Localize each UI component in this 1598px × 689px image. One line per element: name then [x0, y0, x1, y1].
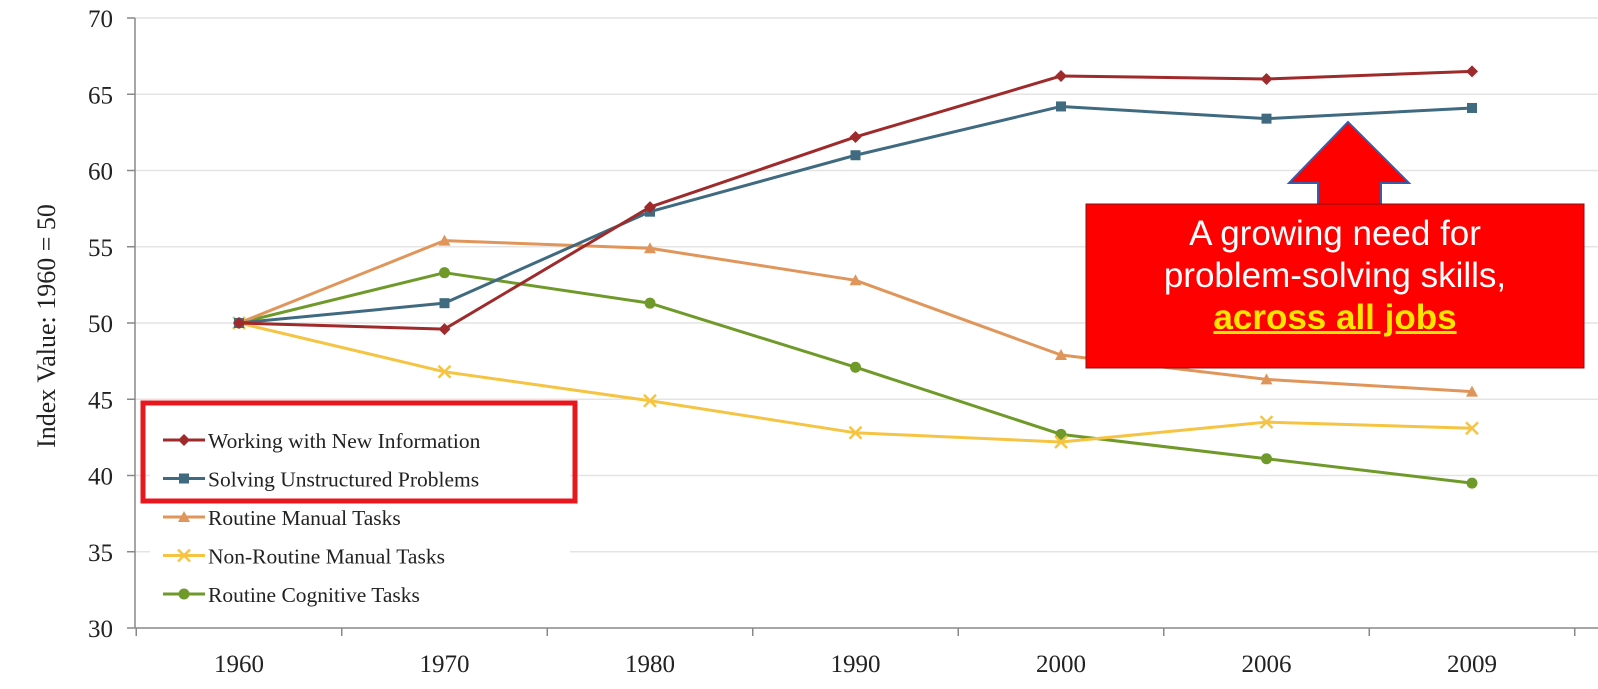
x-tick-label: 1980 — [625, 651, 675, 678]
data-point — [1056, 101, 1066, 112]
data-point — [177, 548, 191, 563]
y-tick-label: 50 — [88, 311, 113, 338]
legend-item: Solving Unstructured Problems — [163, 468, 479, 492]
data-point — [179, 473, 189, 484]
x-tick-label: 2000 — [1036, 651, 1086, 678]
y-tick-label: 60 — [88, 159, 113, 186]
data-point — [848, 425, 863, 440]
data-point — [643, 393, 657, 408]
callout-box — [1085, 203, 1585, 369]
data-point — [1260, 373, 1273, 385]
legend-label: Routine Cognitive Tasks — [208, 583, 420, 607]
series — [233, 65, 1478, 336]
x-tick-label: 2009 — [1447, 651, 1497, 678]
data-point — [850, 150, 861, 161]
y-tick-label: 30 — [88, 616, 113, 643]
legend-item: Routine Manual Tasks — [163, 506, 401, 530]
x-tick-label: 2006 — [1242, 651, 1292, 678]
data-point — [849, 130, 862, 143]
data-point — [644, 201, 656, 214]
data-point — [1054, 435, 1068, 449]
data-point — [439, 298, 450, 309]
data-point — [439, 267, 450, 279]
callout-arrow — [1286, 120, 1412, 216]
data-point — [1466, 385, 1478, 397]
legend-item: Working with New Information — [163, 429, 481, 453]
data-point — [1465, 421, 1479, 436]
data-point — [233, 317, 245, 329]
y-tick-label: 45 — [88, 387, 113, 414]
data-point — [438, 323, 451, 336]
y-tick-label: 40 — [88, 464, 113, 491]
data-point — [438, 234, 451, 246]
data-point — [1466, 65, 1478, 78]
data-point — [850, 361, 861, 373]
data-point — [644, 242, 656, 254]
data-point — [849, 274, 862, 286]
data-point — [1055, 428, 1067, 440]
y-axis-title: Index Value: 1960 = 50 — [32, 204, 61, 448]
legend-label: Non-Routine Manual Tasks — [208, 545, 445, 569]
data-point — [1467, 102, 1477, 113]
data-point — [1055, 69, 1067, 82]
x-tick-label: 1990 — [831, 651, 881, 678]
data-point — [1466, 477, 1478, 489]
data-point — [1261, 113, 1272, 124]
data-point — [1259, 415, 1274, 430]
legend-item: Non-Routine Manual Tasks — [163, 545, 445, 569]
data-point — [178, 588, 190, 600]
legend-label: Solving Unstructured Problems — [208, 468, 479, 492]
legend-background — [150, 418, 570, 623]
data-point — [178, 511, 190, 522]
data-point — [1260, 73, 1273, 85]
y-tick-label: 55 — [88, 235, 113, 262]
y-tick-label: 65 — [88, 82, 113, 109]
data-point — [1055, 349, 1067, 361]
data-point — [178, 434, 190, 446]
x-tick-label: 1960 — [214, 651, 264, 678]
data-point — [437, 364, 452, 379]
x-tick-label: 1970 — [420, 651, 470, 678]
data-point — [1261, 453, 1272, 465]
y-tick-label: 35 — [88, 540, 113, 567]
legend-item: Routine Cognitive Tasks — [163, 583, 420, 607]
legend-label: Working with New Information — [208, 429, 481, 453]
y-tick-label: 70 — [88, 6, 113, 33]
legend-label: Routine Manual Tasks — [208, 506, 401, 530]
data-point — [644, 297, 656, 309]
legend-highlight-box — [140, 400, 578, 504]
